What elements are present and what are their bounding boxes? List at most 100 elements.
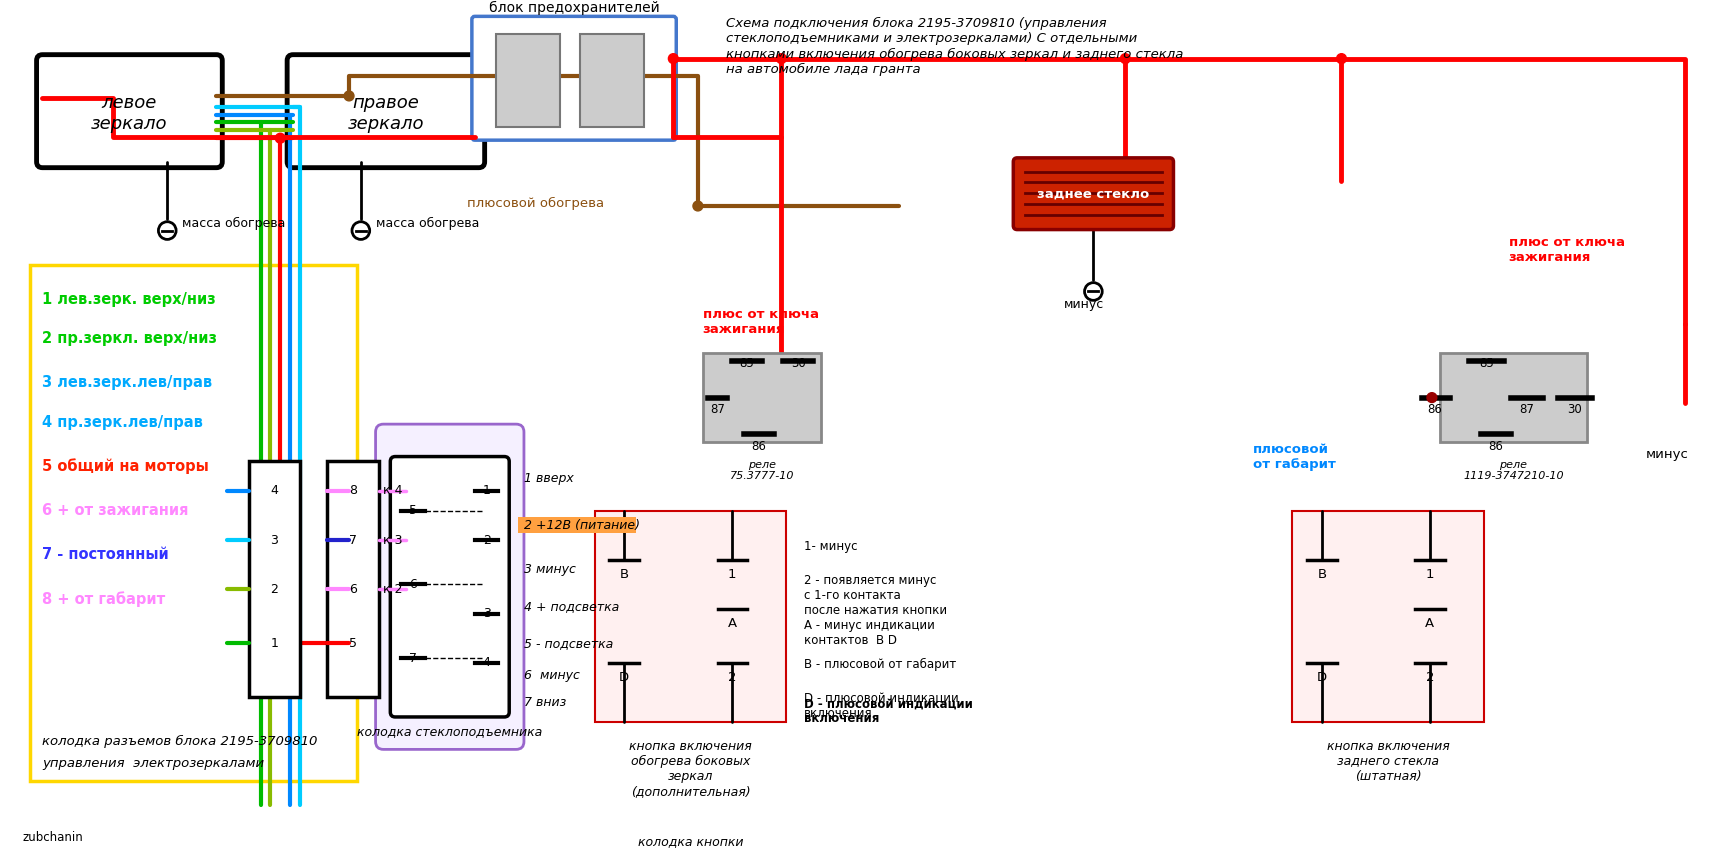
Text: колодка кнопки: колодка кнопки bbox=[638, 835, 743, 847]
Text: минус: минус bbox=[1645, 448, 1688, 461]
Circle shape bbox=[694, 201, 702, 211]
Text: 8 + от габарит: 8 + от габарит bbox=[43, 592, 165, 607]
Text: D - плюсовой индикации
включения: D - плюсовой индикации включения bbox=[804, 697, 972, 725]
Text: управления  электрозеркалами: управления электрозеркалами bbox=[43, 756, 265, 769]
Text: 2: 2 bbox=[270, 583, 279, 596]
Text: 4 + подсветка: 4 + подсветка bbox=[523, 600, 620, 614]
Text: 4: 4 bbox=[270, 484, 279, 497]
Text: реле
1119-3747210-10: реле 1119-3747210-10 bbox=[1463, 460, 1564, 481]
Text: к 3: к 3 bbox=[384, 534, 403, 547]
Text: 4 пр.зерк.лев/прав: 4 пр.зерк.лев/прав bbox=[43, 415, 203, 429]
Text: A: A bbox=[1425, 617, 1435, 630]
Text: А - минус индикации
контактов  В D: А - минус индикации контактов В D bbox=[804, 619, 935, 647]
Text: 1 лев.зерк. верх/низ: 1 лев.зерк. верх/низ bbox=[43, 292, 217, 307]
Text: B - плюсовой от габарит: B - плюсовой от габарит bbox=[804, 658, 957, 672]
Text: 1: 1 bbox=[728, 568, 737, 581]
Text: 1: 1 bbox=[270, 637, 279, 649]
Text: 5 - подсветка: 5 - подсветка bbox=[523, 637, 613, 649]
Text: 5: 5 bbox=[410, 504, 416, 517]
Text: 2 - появляется минус
с 1-го контакта
после нажатия кнопки: 2 - появляется минус с 1-го контакта пос… bbox=[804, 575, 947, 617]
Text: блок предохранителей: блок предохранителей bbox=[489, 2, 659, 15]
Circle shape bbox=[1120, 54, 1131, 64]
Text: 86: 86 bbox=[1489, 439, 1502, 453]
Text: 1: 1 bbox=[482, 484, 490, 497]
FancyBboxPatch shape bbox=[472, 16, 676, 140]
Text: 3 минус: 3 минус bbox=[523, 563, 577, 576]
Bar bbox=[595, 511, 786, 722]
Circle shape bbox=[344, 91, 355, 101]
Bar bbox=[580, 34, 644, 127]
FancyBboxPatch shape bbox=[1014, 158, 1174, 230]
Circle shape bbox=[668, 54, 678, 64]
Text: D: D bbox=[620, 672, 630, 684]
Text: zubchanin: zubchanin bbox=[22, 831, 84, 844]
Text: минус: минус bbox=[1064, 298, 1103, 311]
FancyBboxPatch shape bbox=[287, 54, 485, 167]
Circle shape bbox=[1337, 54, 1346, 64]
Circle shape bbox=[275, 133, 286, 143]
Text: 2 пр.зеркл. верх/низ: 2 пр.зеркл. верх/низ bbox=[43, 332, 217, 346]
Text: 6 + от зажигания: 6 + от зажигания bbox=[43, 503, 189, 518]
Text: 30: 30 bbox=[790, 357, 805, 371]
Text: 3 лев.зерк.лев/прав: 3 лев.зерк.лев/прав bbox=[43, 376, 213, 390]
Text: 6  минус: 6 минус bbox=[523, 669, 580, 683]
Text: левое
зеркало: левое зеркало bbox=[91, 94, 167, 133]
Text: D: D bbox=[1317, 672, 1327, 684]
Text: 5 общий на моторы: 5 общий на моторы bbox=[43, 458, 210, 474]
Text: 4: 4 bbox=[482, 656, 490, 670]
FancyBboxPatch shape bbox=[391, 456, 509, 717]
Text: 86: 86 bbox=[1427, 403, 1442, 416]
Circle shape bbox=[776, 54, 786, 64]
Circle shape bbox=[1427, 393, 1437, 403]
Text: 7 вниз: 7 вниз bbox=[523, 695, 566, 709]
Text: 2: 2 bbox=[1425, 672, 1434, 684]
Text: 85: 85 bbox=[1480, 357, 1494, 371]
Text: плюс от ключа
зажигания: плюс от ключа зажигания bbox=[1509, 236, 1625, 264]
Text: 85: 85 bbox=[740, 357, 754, 371]
Bar bbox=[1292, 511, 1484, 722]
Text: A: A bbox=[728, 617, 737, 630]
Text: колодка разъемов блока 2195-3709810: колодка разъемов блока 2195-3709810 bbox=[43, 735, 318, 748]
Text: 8: 8 bbox=[349, 484, 356, 497]
Text: плюс от ключа
зажигания: плюс от ключа зажигания bbox=[702, 308, 819, 336]
Text: масса обогрева: масса обогрева bbox=[182, 217, 286, 230]
Text: масса обогрева: масса обогрева bbox=[375, 217, 478, 230]
Bar bbox=[29, 265, 356, 781]
Text: 30: 30 bbox=[1568, 403, 1582, 416]
Text: 86: 86 bbox=[752, 439, 766, 453]
Text: правое
зеркало: правое зеркало bbox=[348, 94, 423, 133]
Text: 6: 6 bbox=[410, 578, 416, 591]
Text: 5: 5 bbox=[349, 637, 356, 649]
FancyBboxPatch shape bbox=[375, 424, 523, 750]
Text: 3: 3 bbox=[270, 534, 279, 547]
Bar bbox=[250, 462, 299, 697]
Text: кнопка включения
обогрева боковых
зеркал
(дополнительная): кнопка включения обогрева боковых зеркал… bbox=[630, 740, 752, 797]
Text: 1 вверх: 1 вверх bbox=[523, 472, 573, 484]
Text: D - плюсовой индикации
включения: D - плюсовой индикации включения bbox=[804, 693, 959, 721]
Text: 7 - постоянный: 7 - постоянный bbox=[43, 547, 169, 563]
Text: Схема подключения блока 2195-3709810 (управления
стеклоподъемниками и электрозер: Схема подключения блока 2195-3709810 (уп… bbox=[726, 17, 1184, 76]
Text: заднее стекло: заднее стекло bbox=[1038, 187, 1150, 201]
Text: 3: 3 bbox=[482, 607, 490, 620]
Text: реле
75.3777-10: реле 75.3777-10 bbox=[730, 460, 793, 481]
Bar bbox=[496, 34, 561, 127]
Text: 1- минус: 1- минус bbox=[804, 540, 857, 553]
Text: B: B bbox=[620, 568, 628, 581]
FancyBboxPatch shape bbox=[36, 54, 222, 167]
Text: 7: 7 bbox=[349, 534, 356, 547]
Text: 2 +12В (питание): 2 +12В (питание) bbox=[523, 518, 640, 532]
Text: B: B bbox=[1317, 568, 1327, 581]
Text: плюсовой обогрева: плюсовой обогрева bbox=[466, 196, 604, 210]
Bar bbox=[518, 518, 637, 533]
Text: 7: 7 bbox=[410, 651, 416, 665]
Text: 2: 2 bbox=[728, 672, 737, 684]
Text: 6: 6 bbox=[349, 583, 356, 596]
Text: 2: 2 bbox=[482, 534, 490, 547]
Text: 87: 87 bbox=[1520, 403, 1533, 416]
Text: к 2: к 2 bbox=[384, 583, 403, 596]
Bar bbox=[1440, 354, 1587, 442]
Text: 87: 87 bbox=[711, 403, 725, 416]
Bar bbox=[327, 462, 379, 697]
Bar bbox=[702, 354, 821, 442]
Text: плюсовой
от габарит: плюсовой от габарит bbox=[1253, 443, 1335, 471]
